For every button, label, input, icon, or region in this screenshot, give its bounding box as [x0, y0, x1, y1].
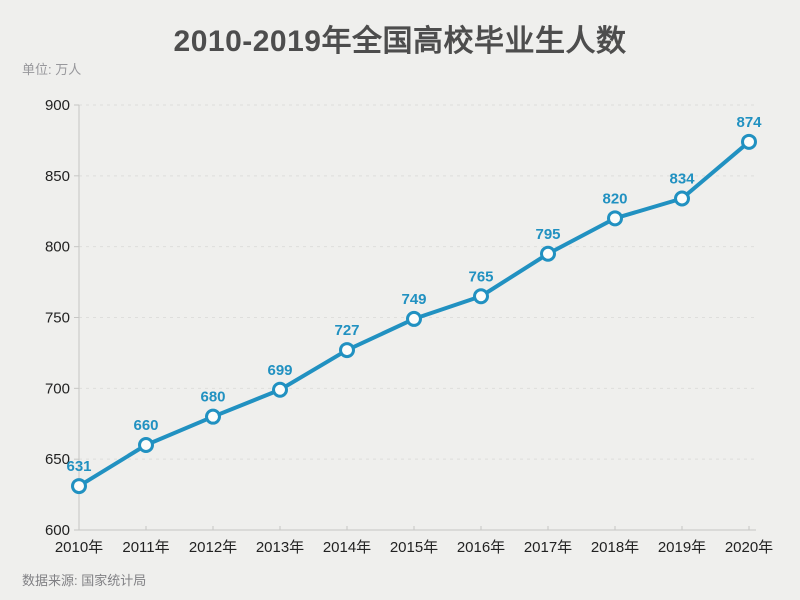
data-point-marker — [138, 437, 154, 453]
data-point-marker — [406, 310, 422, 327]
x-axis-tick-label: 2011年 — [122, 539, 169, 556]
y-axis-tick-label: 800 — [45, 239, 70, 256]
data-point-marker — [473, 288, 489, 305]
data-point-label: 765 — [468, 268, 493, 285]
y-axis-tick-label: 750 — [45, 310, 70, 327]
x-axis-tick-label: 2016年 — [457, 539, 505, 556]
unit-label: 单位: 万人 — [22, 62, 82, 77]
data-point-label: 820 — [602, 190, 627, 207]
data-point-label: 727 — [334, 322, 359, 339]
x-axis-tick-label: 2019年 — [658, 539, 706, 556]
data-source: 数据来源: 国家统计局 — [22, 573, 147, 588]
y-axis-tick-label: 650 — [45, 451, 70, 468]
y-axis-tick-label: 900 — [45, 97, 70, 114]
chart-title: 2010-2019年全国高校毕业生人数 — [173, 25, 627, 58]
data-point-marker — [339, 342, 355, 359]
data-point-label: 795 — [535, 226, 560, 243]
y-axis-tick-label: 850 — [45, 168, 70, 185]
y-axis-tick-label: 700 — [45, 380, 70, 397]
data-point-marker — [607, 210, 623, 227]
data-point-marker — [741, 133, 757, 150]
data-point-marker — [205, 408, 221, 425]
data-point-label: 699 — [267, 362, 292, 379]
x-axis-tick-label: 2020年 — [725, 539, 773, 556]
data-point-label: 834 — [669, 171, 695, 188]
x-axis-tick-label: 2018年 — [591, 539, 639, 556]
data-point-label: 660 — [133, 417, 158, 434]
x-axis-tick-label: 2017年 — [524, 539, 572, 556]
data-point-marker — [540, 245, 556, 262]
data-point-marker — [674, 190, 690, 207]
data-point-marker — [272, 381, 288, 398]
data-point-label: 749 — [401, 291, 426, 308]
x-axis-tick-label: 2012年 — [189, 539, 237, 556]
data-point-label: 874 — [736, 114, 762, 131]
y-axis-tick-label: 600 — [45, 522, 70, 539]
data-point-marker — [71, 478, 87, 495]
x-axis-tick-label: 2013年 — [256, 539, 304, 556]
x-axis-tick-label: 2010年 — [55, 539, 103, 556]
x-axis-tick-label: 2014年 — [323, 539, 371, 556]
data-point-label: 680 — [200, 389, 225, 406]
data-point-label: 631 — [66, 458, 91, 475]
x-axis-tick-label: 2015年 — [390, 539, 438, 556]
